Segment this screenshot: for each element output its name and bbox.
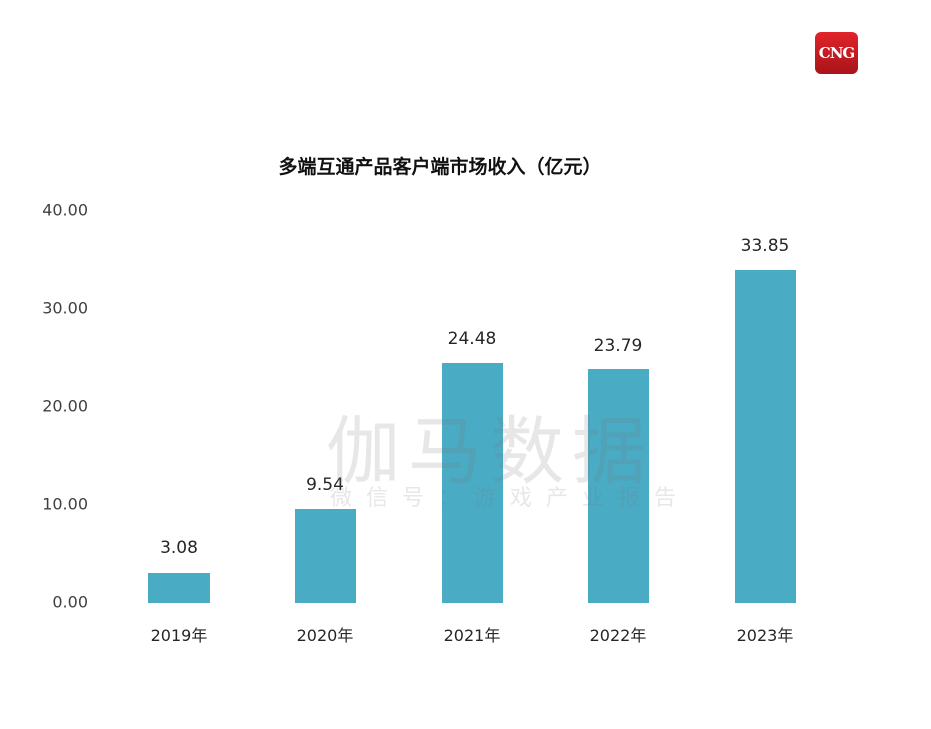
bar-2022 — [588, 369, 649, 603]
y-tick-label: 40.00 — [42, 200, 88, 220]
bar-2023 — [735, 270, 796, 603]
chart-title: 多端互通产品客户端市场收入（亿元） — [278, 156, 602, 178]
value-label: 9.54 — [306, 475, 344, 495]
value-label: 3.08 — [160, 538, 198, 558]
x-tick-label: 2022年 — [589, 626, 647, 645]
x-tick-label: 2020年 — [296, 626, 354, 645]
x-tick-label: 2019年 — [150, 626, 208, 645]
watermark-main: 伽马数据 — [326, 409, 654, 495]
x-tick-label: 2021年 — [443, 626, 501, 645]
x-tick-label: 2023年 — [736, 626, 794, 645]
bar-2020 — [295, 509, 356, 603]
value-label: 23.79 — [593, 336, 643, 356]
bar-2021 — [442, 363, 503, 603]
cng-logo: CNG — [815, 32, 858, 74]
value-label: 24.48 — [447, 329, 497, 349]
bar-2019 — [148, 573, 210, 603]
y-tick-label: 30.00 — [42, 298, 88, 318]
value-label: 33.85 — [740, 236, 790, 256]
y-tick-label: 0.00 — [52, 592, 88, 612]
watermark-sub: 微信号：游戏产业报告 — [330, 486, 691, 511]
y-tick-label: 20.00 — [42, 396, 88, 416]
y-tick-label: 10.00 — [42, 494, 88, 514]
